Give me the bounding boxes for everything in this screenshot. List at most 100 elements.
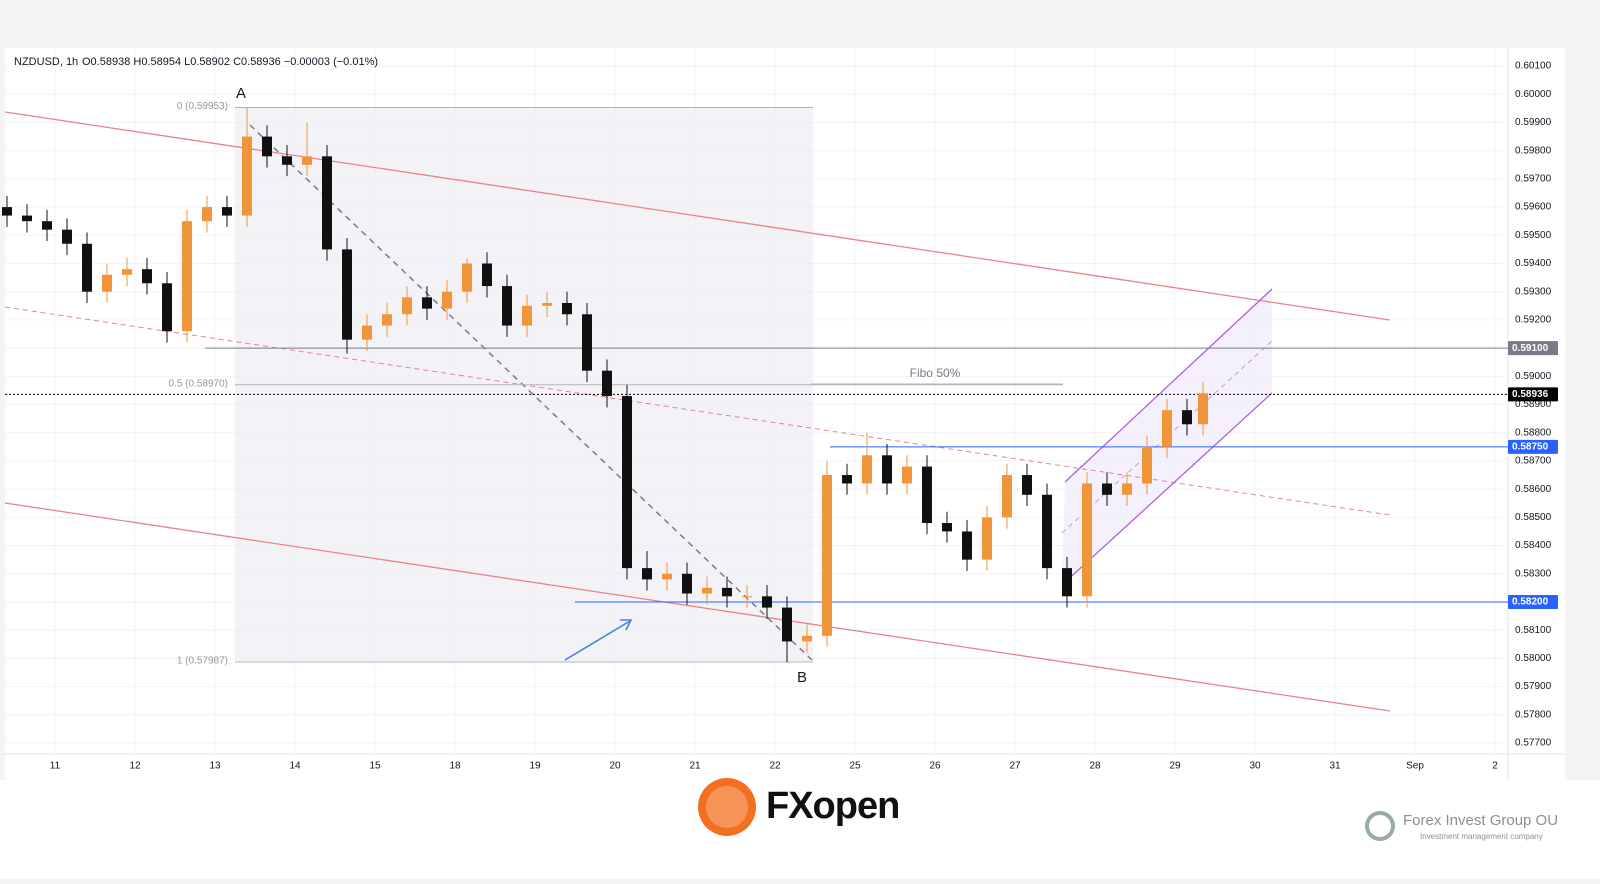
candle-body (942, 522, 952, 532)
candle-body (62, 229, 72, 244)
candle-body (522, 305, 532, 326)
candle-body (402, 297, 412, 315)
x-tick-label: 31 (1329, 761, 1341, 772)
candle-body (1198, 393, 1208, 425)
x-tick-label: 15 (369, 761, 381, 772)
fibo-note: Fibo 50% (910, 366, 961, 380)
trend-line (4, 111, 1391, 321)
candle-body (462, 263, 472, 292)
candle-body (342, 249, 352, 340)
candle-body (682, 573, 692, 594)
candle-body (902, 466, 912, 484)
candle-body (762, 596, 772, 608)
x-tick-label: 21 (689, 761, 701, 772)
x-tick-label: 2 (1492, 761, 1498, 772)
candle-body (1122, 483, 1132, 495)
brand: FXopen (766, 785, 899, 827)
footer-panel (0, 780, 1600, 879)
candle-body (1002, 475, 1012, 518)
y-tick-label: 0.58300 (1515, 568, 1552, 579)
price-tag-label: 0.59100 (1512, 343, 1549, 354)
candle-body (282, 156, 292, 165)
price-tag (1508, 387, 1558, 402)
y-tick-label: 0.60100 (1515, 61, 1552, 72)
candle-body (1082, 483, 1092, 597)
y-tick-label: 0.59600 (1515, 202, 1552, 213)
x-tick-label: 19 (529, 761, 541, 772)
candle-body (1162, 410, 1172, 447)
y-tick-label: 0.57900 (1515, 681, 1552, 692)
footer-logo: FXopen Forex Invest Group OU Investment … (698, 778, 1558, 841)
candle-body (1102, 483, 1112, 495)
fib-label: 1 (0.57987) (177, 656, 228, 667)
point-a: A (236, 85, 246, 102)
channel-midline (1061, 340, 1273, 534)
channel-line (1064, 288, 1273, 483)
y-tick-label: 0.59000 (1515, 371, 1552, 382)
candle-body (142, 269, 152, 284)
candle-body (262, 136, 272, 157)
candle-body (182, 221, 192, 332)
candle-body (302, 156, 312, 165)
fib-label: 0.5 (0.58970) (169, 378, 229, 389)
candle-body (702, 587, 712, 594)
price-tag-label: 0.58200 (1512, 597, 1549, 608)
fib-label: 0 (0.59953) (177, 101, 228, 112)
candle-body (962, 531, 972, 560)
x-tick-label: Sep (1406, 761, 1424, 772)
x-tick-label: 27 (1009, 761, 1021, 772)
candle-body (202, 207, 212, 222)
x-tick-label: 30 (1249, 761, 1261, 772)
y-tick-label: 0.58000 (1515, 653, 1552, 664)
candles (2, 107, 1208, 663)
channel-line (1061, 392, 1273, 586)
y-tick-label: 0.59900 (1515, 117, 1552, 128)
y-tick-label: 0.59200 (1515, 315, 1552, 326)
candle-body (542, 302, 552, 306)
arrow-head (620, 619, 633, 631)
candle-body (362, 325, 372, 340)
x-tick-label: 22 (769, 761, 781, 772)
candle-body (382, 314, 392, 326)
price-tag (1508, 594, 1558, 609)
candle-body (442, 291, 452, 309)
candle-body (922, 466, 932, 523)
x-tick-label: 28 (1089, 761, 1101, 772)
y-tick-label: 0.58600 (1515, 484, 1552, 495)
candle-body (422, 297, 432, 309)
candle-body (102, 274, 112, 292)
candle-body (782, 607, 792, 642)
y-tick-label: 0.58800 (1515, 427, 1552, 438)
y-tick-label: 0.59700 (1515, 174, 1552, 185)
logo-mark-inner (706, 786, 748, 828)
x-tick-label: 25 (849, 761, 861, 772)
x-tick-label: 20 (609, 761, 621, 772)
company: Forex Invest Group OU (1403, 812, 1558, 829)
point-b: B (797, 669, 807, 686)
candle-body (822, 475, 832, 636)
candle-body (722, 587, 732, 597)
candle-body (502, 286, 512, 326)
x-tick-label: 18 (449, 761, 461, 772)
candle-body (862, 455, 872, 484)
y-tick-label: 0.57700 (1515, 738, 1552, 749)
candle-body (1182, 410, 1192, 425)
symbol: NZDUSD, 1h (14, 56, 78, 68)
candle-body (562, 302, 572, 315)
candle-body (842, 475, 852, 484)
candle-body (482, 263, 492, 287)
candle-body (82, 243, 92, 292)
x-tick-label: 14 (289, 761, 301, 772)
x-tick-label: 26 (929, 761, 941, 772)
company-logo (1365, 811, 1395, 841)
logo-mark (698, 778, 756, 836)
candle-body (642, 568, 652, 580)
tagline: Investment management company (1420, 832, 1543, 841)
candle-body (802, 635, 812, 642)
levels (5, 107, 1508, 663)
y-tick-label: 0.59800 (1515, 145, 1552, 156)
trend-line (4, 502, 1391, 712)
candle-body (42, 221, 52, 230)
candle-body (322, 156, 332, 250)
x-tick-label: 13 (209, 761, 221, 772)
